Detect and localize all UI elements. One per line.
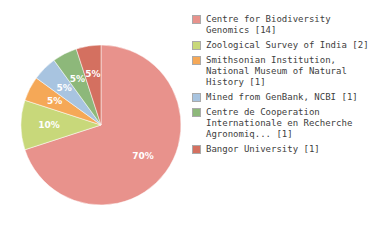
svg-text:5%: 5%	[70, 74, 85, 84]
html-text:Centre de Cooperation Internat: Centre de Cooperation Internationale en …	[206, 107, 353, 139]
svg-text:10%: 10%	[38, 120, 60, 130]
svg-text:70%: 70%	[132, 151, 154, 161]
html-text:Zoological Survey of India [2]: Zoological Survey of India [2]	[206, 40, 369, 50]
svg-text:5%: 5%	[47, 96, 62, 106]
svg-text:5%: 5%	[85, 69, 100, 79]
html-text:Smithsonian Institution, Natio: Smithsonian Institution, National Museum…	[206, 55, 347, 87]
html-text:Mined from GenBank, NCBI [1]: Mined from GenBank, NCBI [1]	[206, 92, 358, 102]
html-text:Centre for Biodiversity Genomi: Centre for Biodiversity Genomics [14]	[206, 14, 331, 35]
html-text:Bangor University [1]: Bangor University [1]	[206, 144, 320, 154]
svg-text:5%: 5%	[57, 83, 72, 93]
